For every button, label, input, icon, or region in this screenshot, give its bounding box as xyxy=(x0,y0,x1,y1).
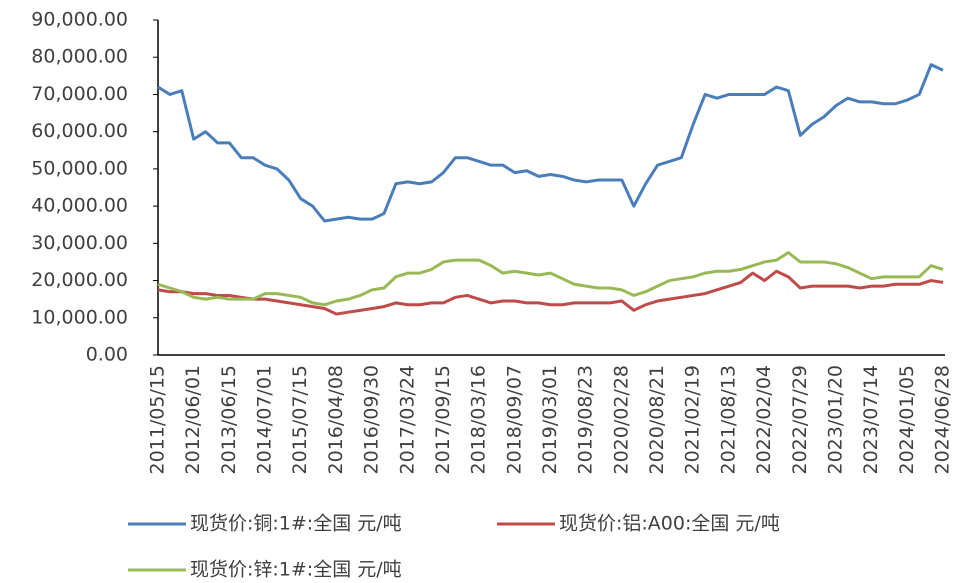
x-tick-label: 2024/06/28 xyxy=(932,365,953,475)
x-tick-label: 2013/06/15 xyxy=(218,365,240,475)
legend-label: 现货价:锌:1#:全国 元/吨 xyxy=(190,559,402,581)
x-tick-label: 2023/07/14 xyxy=(860,365,882,475)
x-tick-label: 2012/06/01 xyxy=(182,365,204,475)
legend-label: 现货价:铜:1#:全国 元/吨 xyxy=(190,513,402,535)
x-tick-label: 2023/01/20 xyxy=(824,365,846,475)
y-tick-label: 10,000.00 xyxy=(31,306,128,328)
x-tick-label: 2016/09/30 xyxy=(361,365,383,475)
y-tick-label: 70,000.00 xyxy=(31,83,128,105)
x-tick-label: 2021/02/19 xyxy=(682,365,704,475)
x-tick-label: 2014/07/01 xyxy=(254,365,276,475)
x-tick-label: 2019/03/01 xyxy=(539,365,561,475)
x-tick-label: 2024/01/05 xyxy=(896,365,918,475)
x-tick-label: 2021/08/13 xyxy=(717,365,739,475)
x-tick-label: 2017/09/15 xyxy=(432,365,454,475)
series-line xyxy=(157,63,944,223)
y-tick-label: 30,000.00 xyxy=(31,232,128,254)
y-tick-label: 80,000.00 xyxy=(31,46,128,68)
y-tick-label: 60,000.00 xyxy=(31,120,128,142)
x-tick-label: 2015/07/15 xyxy=(289,365,311,475)
x-tick-label: 2020/02/28 xyxy=(610,365,632,475)
series-line xyxy=(157,251,944,307)
x-tick-label: 2018/09/07 xyxy=(503,365,525,475)
x-tick-label: 2022/02/04 xyxy=(753,365,775,475)
legend-label: 现货价:铝:A00:全国 元/吨 xyxy=(559,513,780,535)
x-tick-label: 2016/04/08 xyxy=(325,365,347,475)
y-tick-label: 20,000.00 xyxy=(31,269,128,291)
x-tick-label: 2018/03/16 xyxy=(468,365,490,475)
y-tick-label: 40,000.00 xyxy=(31,195,128,217)
x-tick-label: 2022/07/29 xyxy=(789,365,811,475)
y-tick-label: 90,000.00 xyxy=(31,9,128,31)
x-tick-label: 2020/08/21 xyxy=(646,365,668,475)
y-tick-label: 50,000.00 xyxy=(31,157,128,179)
x-tick-label: 2019/08/23 xyxy=(575,365,597,475)
series-line xyxy=(157,269,944,316)
x-tick-label: 2011/05/15 xyxy=(147,365,169,475)
y-tick-label: 0.00 xyxy=(86,344,128,366)
x-tick-label: 2017/03/24 xyxy=(396,365,418,475)
